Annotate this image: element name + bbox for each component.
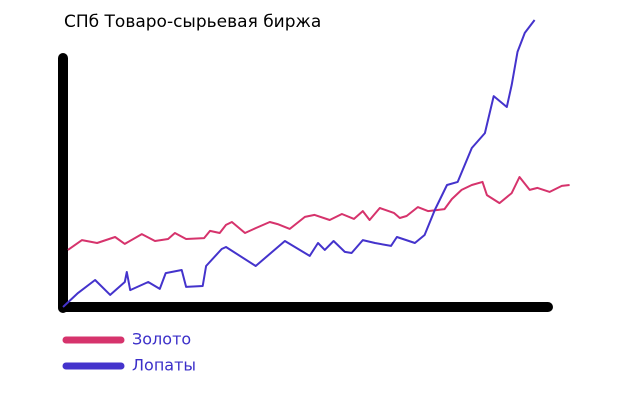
legend-label: Лопаты <box>132 356 196 375</box>
data-line <box>62 19 536 308</box>
legend-label: Золото <box>132 330 191 349</box>
data-line <box>67 176 570 251</box>
chart-title: СПб Товаро-сырьевая биржа <box>64 12 321 32</box>
